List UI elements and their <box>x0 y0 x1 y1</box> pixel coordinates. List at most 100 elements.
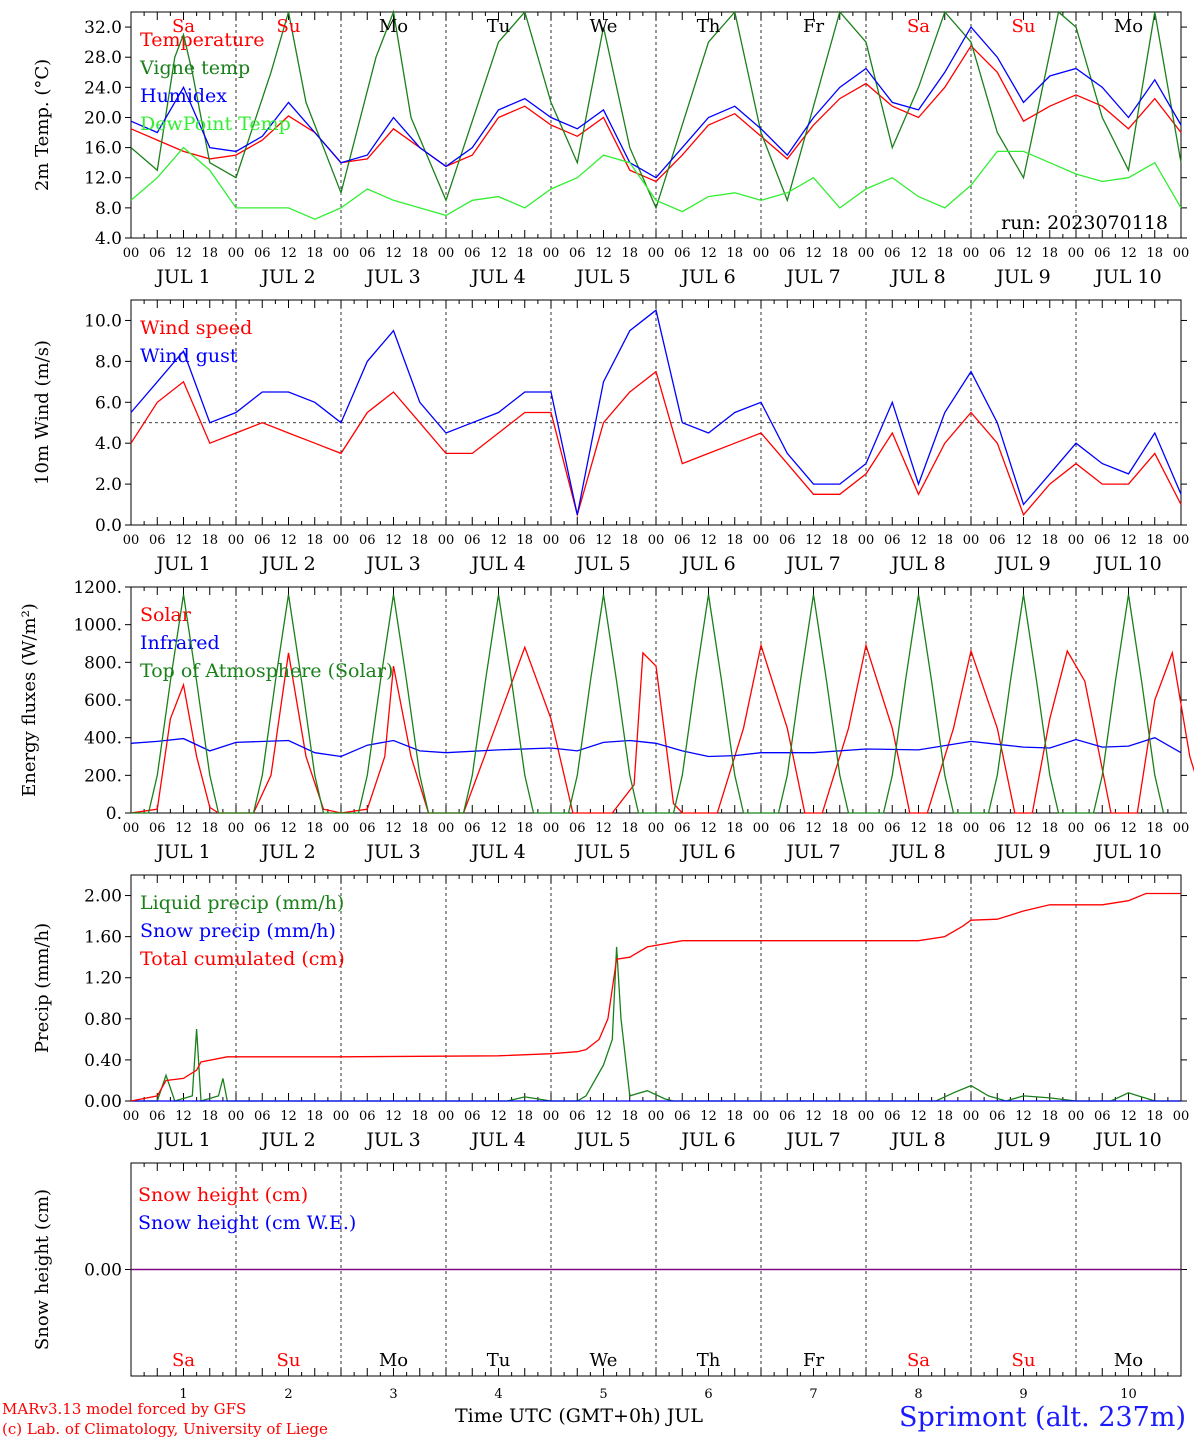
hour-tick-label: 12 <box>175 821 192 836</box>
legend-entry: Snow precip (mm/h) <box>140 920 336 942</box>
hour-tick-label: 12 <box>805 533 822 548</box>
hour-tick-label: 12 <box>910 533 927 548</box>
hour-tick-label: 06 <box>254 821 271 836</box>
day-number-label: 6 <box>704 1387 712 1402</box>
hour-tick-label: 18 <box>621 246 638 261</box>
hour-tick-label: 12 <box>805 821 822 836</box>
hour-tick-label: 06 <box>1094 1109 1111 1124</box>
y-tick-label: 28.0 <box>84 48 122 68</box>
series-infrared <box>130 736 1182 758</box>
hour-tick-label: 06 <box>779 821 796 836</box>
hour-tick-label: 06 <box>254 1109 271 1124</box>
hour-tick-label: 06 <box>254 533 271 548</box>
hour-tick-label: 18 <box>1146 1109 1163 1124</box>
hour-tick-label: 12 <box>1015 533 1032 548</box>
hour-tick-label: 18 <box>201 821 218 836</box>
hour-tick-label: 12 <box>1015 246 1032 261</box>
hour-tick-label: 00 <box>1068 821 1085 836</box>
hour-tick-label: 12 <box>280 246 297 261</box>
day-label: JUL 4 <box>469 841 525 863</box>
hour-tick-label: 00 <box>753 246 770 261</box>
hour-tick-label: 06 <box>989 533 1006 548</box>
hour-tick-label: 00 <box>228 1109 245 1124</box>
hour-tick-label: 12 <box>910 821 927 836</box>
hour-tick-label: 18 <box>516 1109 533 1124</box>
hour-tick-label: 12 <box>595 1109 612 1124</box>
series-total-cumulated-cm- <box>130 892 1181 1102</box>
y-tick-label: 4.0 <box>95 229 122 249</box>
day-label: JUL 10 <box>1093 553 1161 575</box>
hour-tick-label: 06 <box>149 533 166 548</box>
hour-tick-label: 18 <box>1041 246 1058 261</box>
y-tick-label: 0.40 <box>84 1051 122 1071</box>
y-tick-label: 400. <box>84 729 122 749</box>
hour-tick-label: 00 <box>963 821 980 836</box>
day-label: JUL 9 <box>994 553 1050 575</box>
hour-tick-label: 06 <box>884 821 901 836</box>
y-tick-label: 4.0 <box>95 434 122 454</box>
hour-tick-label: 06 <box>779 246 796 261</box>
day-label: JUL 1 <box>154 841 210 863</box>
hour-tick-label: 00 <box>543 1109 560 1124</box>
hour-tick-label: 00 <box>438 1109 455 1124</box>
y-tick-label: 2.0 <box>95 475 122 495</box>
weekday-label: We <box>590 1350 618 1371</box>
day-label: JUL 8 <box>889 1129 945 1151</box>
hour-tick-label: 00 <box>858 533 875 548</box>
hour-tick-label: 18 <box>1146 821 1163 836</box>
weekday-label: Mo <box>379 16 408 37</box>
hour-tick-label: 12 <box>700 533 717 548</box>
hour-tick-label: 12 <box>700 1109 717 1124</box>
series-liquid-precip-mm-h- <box>131 946 1181 1102</box>
legend-entry: Infrared <box>140 632 220 654</box>
hour-tick-label: 00 <box>648 533 665 548</box>
day-label: JUL 10 <box>1093 1129 1161 1151</box>
hour-tick-label: 00 <box>963 1109 980 1124</box>
weekday-label: Fr <box>803 1350 824 1371</box>
weekday-label: Su <box>1012 16 1036 37</box>
hour-tick-label: 00 <box>1173 246 1190 261</box>
day-label: JUL 3 <box>364 266 420 288</box>
hour-tick-label: 00 <box>858 1109 875 1124</box>
hour-tick-label: 00 <box>123 246 140 261</box>
day-label: JUL 7 <box>784 841 840 863</box>
weekday-label: Mo <box>1114 1350 1143 1371</box>
day-label: JUL 8 <box>889 841 945 863</box>
hour-tick-label: 06 <box>569 821 586 836</box>
legend-entry: Humidex <box>140 85 227 107</box>
legend-entry: Wind gust <box>140 345 238 367</box>
weekday-label: Fr <box>803 16 824 37</box>
hour-tick-label: 18 <box>936 533 953 548</box>
legend-entry: Temperature <box>140 29 264 51</box>
hour-tick-label: 06 <box>254 246 271 261</box>
hour-tick-label: 18 <box>201 1109 218 1124</box>
hour-tick-label: 12 <box>910 1109 927 1124</box>
hour-tick-label: 12 <box>700 246 717 261</box>
weekday-label: Sa <box>172 1350 195 1371</box>
hour-tick-label: 18 <box>411 246 428 261</box>
y-tick-label: 2.00 <box>84 887 122 907</box>
hour-tick-label: 06 <box>989 1109 1006 1124</box>
hour-tick-label: 06 <box>884 1109 901 1124</box>
hour-tick-label: 12 <box>175 246 192 261</box>
hour-tick-label: 12 <box>175 533 192 548</box>
hour-tick-label: 18 <box>621 1109 638 1124</box>
day-label: JUL 2 <box>259 1129 315 1151</box>
series-solar <box>130 642 1194 814</box>
hour-tick-label: 12 <box>1120 1109 1137 1124</box>
hour-tick-label: 18 <box>726 821 743 836</box>
y-tick-label: 8.0 <box>95 352 122 372</box>
hour-tick-label: 06 <box>359 246 376 261</box>
y-tick-label: 16.0 <box>84 139 122 159</box>
day-number-label: 7 <box>809 1387 817 1402</box>
legend-entry: Total cumulated (cm) <box>140 948 345 970</box>
series-wind-speed <box>130 370 1182 518</box>
legend-entry: DewPoint Temp <box>140 113 291 135</box>
hour-tick-label: 18 <box>831 246 848 261</box>
panel-2-frame <box>130 299 1182 526</box>
day-label: JUL 4 <box>469 1129 525 1151</box>
hour-tick-label: 00 <box>438 246 455 261</box>
hour-tick-label: 12 <box>490 821 507 836</box>
hour-tick-label: 00 <box>963 533 980 548</box>
day-number-label: 10 <box>1120 1387 1137 1402</box>
